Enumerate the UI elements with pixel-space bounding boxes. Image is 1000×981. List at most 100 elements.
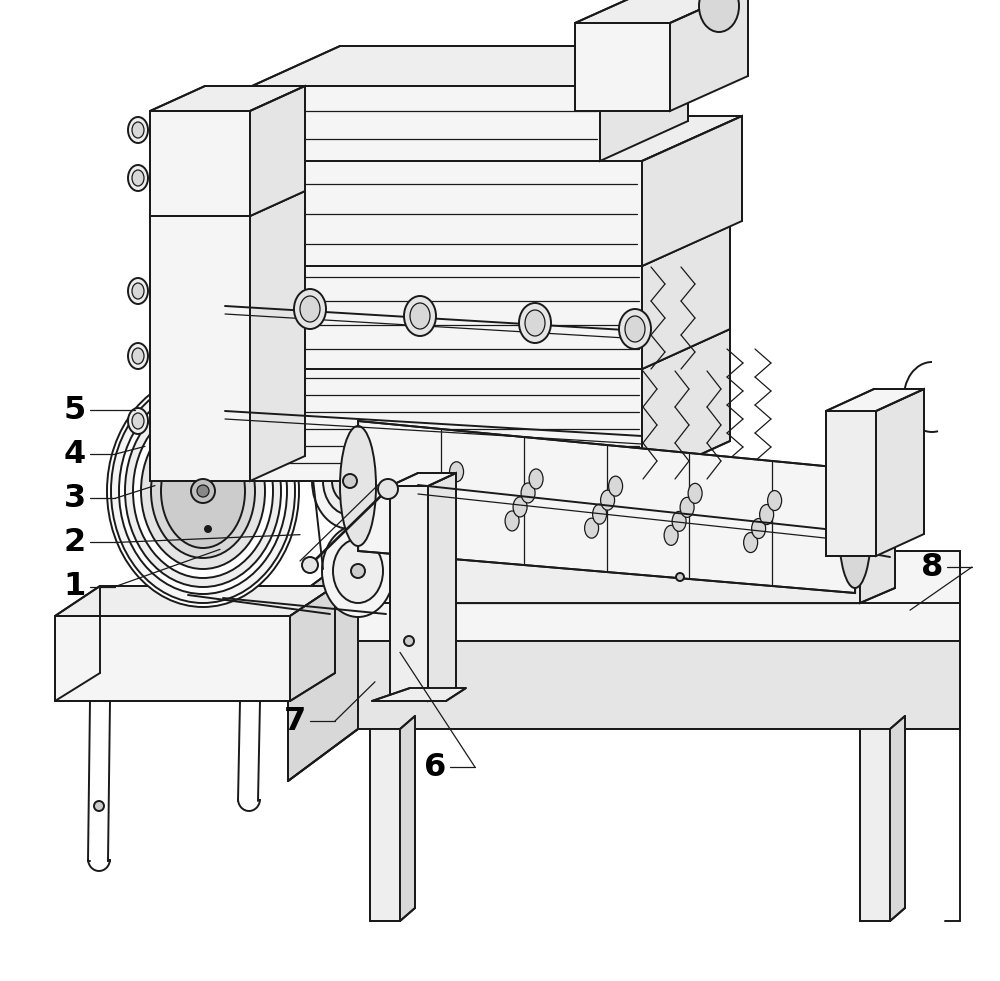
Polygon shape	[642, 116, 742, 266]
Ellipse shape	[768, 490, 782, 510]
Ellipse shape	[132, 348, 144, 364]
Ellipse shape	[839, 474, 871, 588]
Ellipse shape	[332, 459, 368, 503]
Ellipse shape	[680, 497, 694, 517]
Polygon shape	[55, 586, 335, 616]
Text: 4: 4	[64, 439, 86, 470]
Ellipse shape	[410, 303, 430, 329]
Polygon shape	[358, 641, 960, 729]
Ellipse shape	[312, 433, 388, 529]
Circle shape	[378, 479, 398, 499]
Ellipse shape	[294, 289, 326, 329]
Ellipse shape	[128, 343, 148, 369]
Polygon shape	[160, 161, 642, 266]
Ellipse shape	[119, 388, 287, 594]
Ellipse shape	[323, 447, 377, 515]
Ellipse shape	[760, 504, 774, 525]
Polygon shape	[252, 46, 688, 86]
Text: 3: 3	[64, 483, 86, 514]
Ellipse shape	[744, 533, 758, 552]
Polygon shape	[225, 226, 730, 266]
Ellipse shape	[125, 395, 281, 587]
Polygon shape	[642, 226, 730, 369]
Polygon shape	[860, 534, 895, 603]
Text: 2: 2	[64, 527, 86, 558]
Polygon shape	[150, 191, 305, 216]
Ellipse shape	[340, 426, 376, 546]
Polygon shape	[600, 46, 688, 161]
Ellipse shape	[593, 504, 607, 524]
Ellipse shape	[525, 310, 545, 336]
Ellipse shape	[128, 117, 148, 143]
Polygon shape	[225, 266, 642, 369]
Polygon shape	[390, 473, 456, 486]
Ellipse shape	[132, 170, 144, 186]
Polygon shape	[160, 116, 742, 161]
Text: 5: 5	[64, 394, 86, 426]
Ellipse shape	[513, 497, 527, 517]
Ellipse shape	[585, 518, 599, 539]
Ellipse shape	[141, 413, 265, 569]
Polygon shape	[575, 23, 670, 111]
Text: 7: 7	[284, 705, 306, 737]
Ellipse shape	[699, 0, 739, 32]
Ellipse shape	[128, 278, 148, 304]
Ellipse shape	[442, 476, 456, 495]
Ellipse shape	[450, 462, 464, 482]
Circle shape	[191, 479, 215, 503]
Circle shape	[204, 525, 212, 533]
Polygon shape	[150, 111, 250, 216]
Ellipse shape	[609, 476, 623, 496]
Polygon shape	[358, 421, 855, 593]
Ellipse shape	[151, 424, 255, 558]
Ellipse shape	[300, 296, 320, 322]
Text: 6: 6	[424, 751, 446, 783]
Ellipse shape	[128, 408, 148, 434]
Text: 8: 8	[921, 551, 943, 583]
Ellipse shape	[333, 539, 383, 603]
Polygon shape	[150, 216, 250, 481]
Polygon shape	[826, 411, 876, 556]
Circle shape	[94, 801, 104, 811]
Polygon shape	[860, 729, 890, 921]
Ellipse shape	[505, 511, 519, 531]
Polygon shape	[400, 716, 415, 921]
Polygon shape	[642, 329, 730, 481]
Ellipse shape	[601, 490, 615, 510]
Polygon shape	[890, 716, 905, 921]
Ellipse shape	[111, 379, 295, 603]
Ellipse shape	[519, 303, 551, 343]
Ellipse shape	[132, 413, 144, 429]
Circle shape	[302, 557, 318, 573]
Ellipse shape	[625, 316, 645, 342]
Polygon shape	[876, 389, 924, 556]
Polygon shape	[372, 688, 466, 701]
Polygon shape	[370, 729, 400, 921]
Text: 1: 1	[64, 571, 86, 602]
Polygon shape	[670, 0, 748, 111]
Polygon shape	[250, 86, 305, 216]
Polygon shape	[428, 473, 456, 701]
Ellipse shape	[404, 296, 436, 336]
Polygon shape	[430, 551, 860, 603]
Ellipse shape	[426, 504, 440, 524]
Ellipse shape	[132, 283, 144, 299]
Polygon shape	[150, 86, 305, 111]
Circle shape	[676, 573, 684, 581]
Ellipse shape	[434, 490, 448, 510]
Ellipse shape	[752, 519, 766, 539]
Ellipse shape	[107, 375, 299, 607]
Polygon shape	[358, 551, 960, 641]
Circle shape	[197, 485, 209, 497]
Polygon shape	[252, 86, 600, 161]
Polygon shape	[288, 551, 358, 781]
Polygon shape	[390, 486, 428, 701]
Ellipse shape	[132, 122, 144, 138]
Ellipse shape	[521, 483, 535, 503]
Ellipse shape	[128, 165, 148, 191]
Ellipse shape	[133, 404, 273, 578]
Ellipse shape	[664, 526, 678, 545]
Polygon shape	[55, 616, 290, 701]
Polygon shape	[250, 191, 305, 481]
Ellipse shape	[672, 511, 686, 532]
